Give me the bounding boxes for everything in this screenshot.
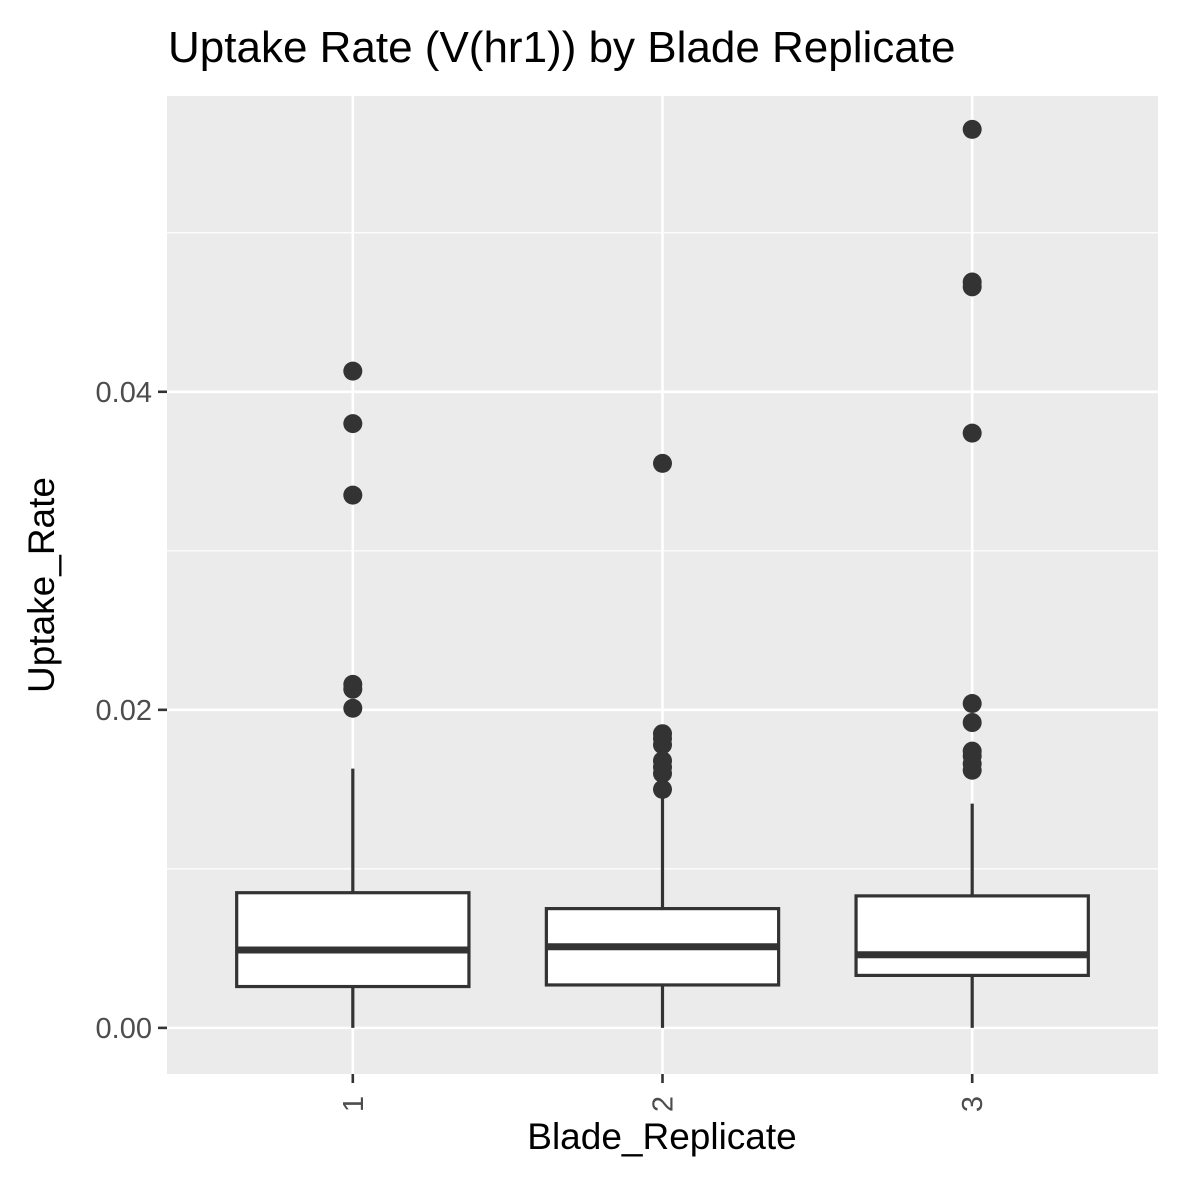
outlier-point — [653, 735, 672, 755]
outlier-point — [653, 779, 672, 799]
outlier-point — [343, 414, 363, 434]
box-group-2 — [544, 453, 781, 1028]
outlier-point — [343, 698, 363, 718]
outlier-point — [343, 485, 363, 505]
boxes — [235, 119, 1090, 1028]
outlier-point — [962, 119, 982, 139]
chart-title: Uptake Rate (V(hr1)) by Blade Replicate — [168, 23, 955, 72]
outlier-point — [343, 679, 363, 699]
box-iqr — [854, 894, 1090, 978]
outlier-point — [653, 453, 672, 473]
x-tick-label: 1 — [338, 1096, 370, 1112]
y-tick-label: 0.02 — [96, 695, 152, 727]
outlier-point — [343, 361, 363, 381]
outlier-point — [962, 423, 982, 443]
box-iqr — [235, 891, 471, 989]
box-group-3 — [854, 119, 1090, 1028]
outlier-point — [962, 713, 982, 733]
outlier-point — [962, 693, 982, 713]
outlier-point — [653, 763, 672, 783]
box-group-1 — [235, 361, 471, 1028]
y-tick-label: 0.04 — [96, 377, 152, 409]
x-tick-label: 3 — [957, 1096, 989, 1112]
y-axis-title: Uptake_Rate — [21, 477, 62, 693]
outlier-point — [962, 277, 982, 297]
y-tick-label: 0.00 — [96, 1013, 152, 1045]
axes: 0.00 0.02 0.04 1 2 3 — [96, 377, 990, 1112]
outlier-point — [962, 760, 982, 780]
x-tick-label: 2 — [648, 1096, 680, 1112]
x-axis-title: Blade_Replicate — [527, 1116, 796, 1157]
